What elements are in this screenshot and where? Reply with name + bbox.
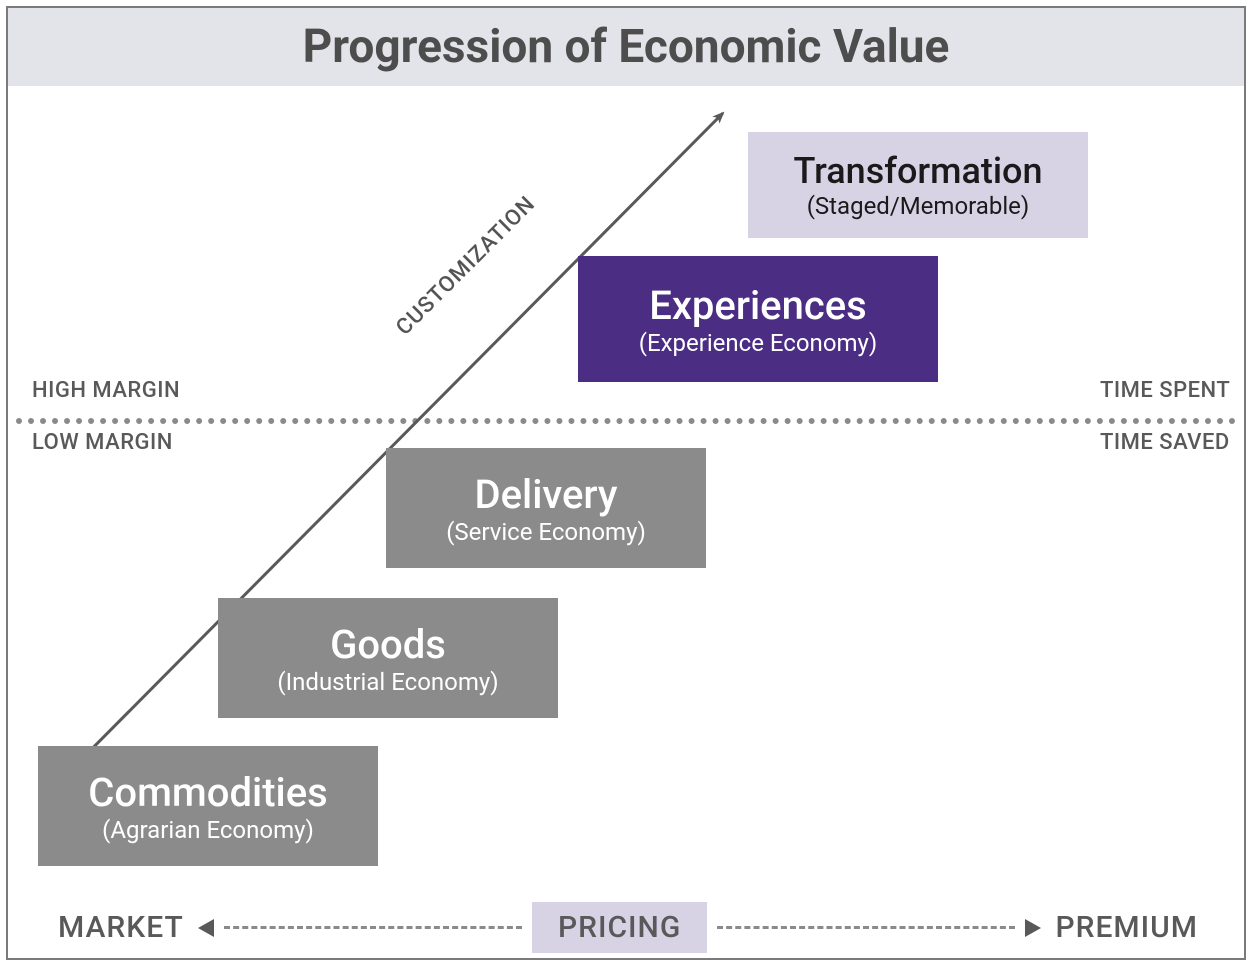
axis-left-label: MARKET xyxy=(58,910,184,945)
stage-delivery-subtitle: (Service Economy) xyxy=(446,518,646,546)
axis-right-label: PREMIUM xyxy=(1055,910,1198,945)
diagram-frame: Progression of Economic Value HIGH MARGI… xyxy=(6,6,1246,960)
stage-commodities-title: Commodities xyxy=(88,769,327,816)
pricing-axis: MARKET PRICING PREMIUM xyxy=(58,902,1198,953)
stage-commodities: Commodities(Agrarian Economy) xyxy=(38,746,378,866)
stage-delivery-title: Delivery xyxy=(474,471,617,518)
stage-delivery: Delivery(Service Economy) xyxy=(386,448,706,568)
axis-right-arrow-icon xyxy=(1025,919,1041,937)
axis-mid-label: PRICING xyxy=(532,902,707,953)
stage-experiences-subtitle: (Experience Economy) xyxy=(639,329,878,357)
stage-experiences: Experiences(Experience Economy) xyxy=(578,256,938,382)
stage-transformation: Transformation(Staged/Memorable) xyxy=(748,132,1088,238)
stage-goods-subtitle: (Industrial Economy) xyxy=(277,668,498,696)
stage-goods-title: Goods xyxy=(330,621,446,668)
stage-commodities-subtitle: (Agrarian Economy) xyxy=(102,816,314,844)
axis-left-arrow-icon xyxy=(198,919,214,937)
stage-experiences-title: Experiences xyxy=(649,282,867,329)
stage-goods: Goods(Industrial Economy) xyxy=(218,598,558,718)
stage-transformation-subtitle: (Staged/Memorable) xyxy=(807,192,1030,220)
axis-dash-left xyxy=(224,926,522,929)
stage-transformation-title: Transformation xyxy=(793,150,1042,192)
axis-dash-right xyxy=(717,926,1015,929)
